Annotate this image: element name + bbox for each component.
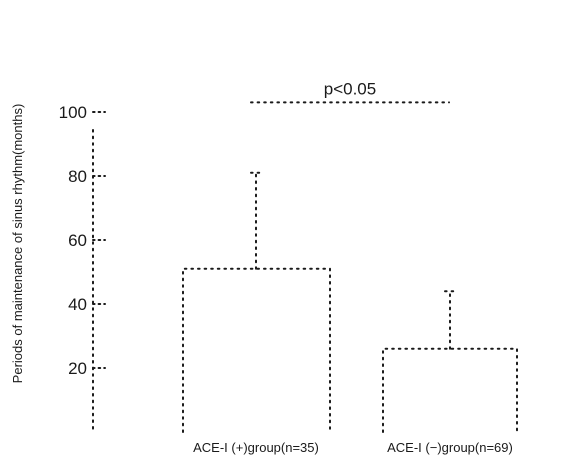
y-tick-label: 60 [68, 231, 87, 250]
y-tick-label: 20 [68, 359, 87, 378]
y-ticks: 20 40 60 80 100 [59, 103, 106, 378]
y-tick-label: 40 [68, 295, 87, 314]
y-tick-label: 100 [59, 103, 87, 122]
error-bars [250, 171, 456, 350]
y-axis-title: Periods of maintenance of sinus rhythm(m… [10, 104, 25, 384]
category-label: ACE-I (+)group(n=35) [193, 440, 319, 455]
bar [382, 347, 518, 433]
bar [182, 267, 331, 433]
category-label: ACE-I (−)group(n=69) [387, 440, 513, 455]
y-tick-label: 80 [68, 167, 87, 186]
significance-bracket: p<0.05 [250, 79, 450, 104]
significance-label: p<0.05 [324, 79, 376, 98]
bars [182, 267, 518, 433]
category-labels: ACE-I (+)group(n=35) ACE-I (−)group(n=69) [193, 440, 513, 455]
